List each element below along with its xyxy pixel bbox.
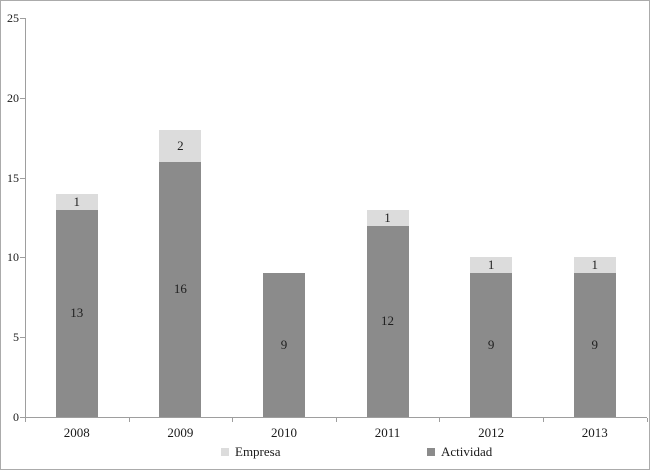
x-axis-category-label-2009: 2009 (167, 425, 194, 440)
bar-segment-actividad-2011 (366, 225, 409, 417)
bar-segment-empresa-2013 (573, 257, 616, 274)
legend-label-actividad: Actividad (441, 444, 493, 459)
bar-value-label-empresa-2013: 1 (591, 257, 598, 273)
legend-item-empresa: Empresa (221, 445, 280, 459)
bar-value-label-empresa-2009: 2 (177, 137, 184, 153)
bar-value-label-actividad-2012: 9 (487, 337, 495, 353)
y-axis-tick-label: 10 (7, 250, 19, 265)
x-axis-tick (128, 418, 130, 422)
x-axis-category-label-2012: 2012 (478, 425, 505, 440)
bar-segment-actividad-2008 (55, 209, 98, 417)
bar-value-label-actividad-2009: 16 (173, 281, 187, 297)
y-axis-line (25, 18, 26, 418)
legend-item-actividad: Actividad (427, 445, 492, 459)
x-axis-category-label-2010: 2010 (271, 425, 297, 440)
y-axis-tick (20, 337, 25, 339)
y-axis-tick (20, 257, 25, 259)
x-axis-line (25, 417, 647, 418)
x-axis-tick (335, 418, 337, 422)
y-axis-tick-label: 25 (7, 11, 19, 25)
bar-value-label-empresa-2012: 1 (487, 257, 495, 273)
x-axis-category-label-2013: 2013 (581, 425, 608, 440)
bar-segment-empresa-2012 (470, 257, 513, 274)
bar-segment-empresa-2011 (366, 209, 409, 226)
legend-label-empresa: Empresa (235, 444, 281, 459)
x-axis-category-label-2008: 2008 (63, 425, 90, 440)
bar-value-label-empresa-2008: 1 (73, 193, 81, 209)
bar-value-label-actividad-2013: 9 (591, 337, 598, 353)
bar-segment-empresa-2008 (55, 193, 98, 210)
y-axis-tick-label: 15 (7, 170, 19, 185)
y-axis-tick (20, 97, 25, 99)
bar-value-label-actividad-2010: 9 (280, 337, 288, 353)
legend-swatch-empresa (221, 448, 229, 456)
y-axis-tick-label: 0 (13, 410, 19, 424)
bar-value-label-empresa-2011: 1 (384, 209, 391, 225)
y-axis-tick-label: 5 (13, 330, 19, 345)
legend-swatch-actividad (427, 448, 435, 456)
bar-segment-actividad-2013 (573, 273, 616, 417)
y-axis-tick-label: 20 (7, 90, 19, 105)
bar-value-label-actividad-2008: 13 (70, 305, 84, 321)
x-axis-tick (542, 418, 544, 422)
y-axis-tick (20, 18, 25, 19)
bar-value-label-actividad-2011: 12 (381, 313, 394, 329)
x-axis-tick (232, 418, 234, 422)
bar-segment-actividad-2010 (263, 273, 305, 417)
x-axis-tick (25, 418, 26, 422)
bar-segment-empresa-2009 (159, 129, 202, 162)
x-axis-tick (439, 418, 441, 422)
bar-segment-actividad-2009 (159, 161, 202, 417)
y-axis-tick (20, 177, 25, 179)
x-axis-tick (646, 418, 648, 422)
y-axis-tick (20, 417, 25, 418)
x-axis-category-label-2011: 2011 (374, 425, 401, 440)
bar-segment-actividad-2012 (470, 273, 513, 417)
